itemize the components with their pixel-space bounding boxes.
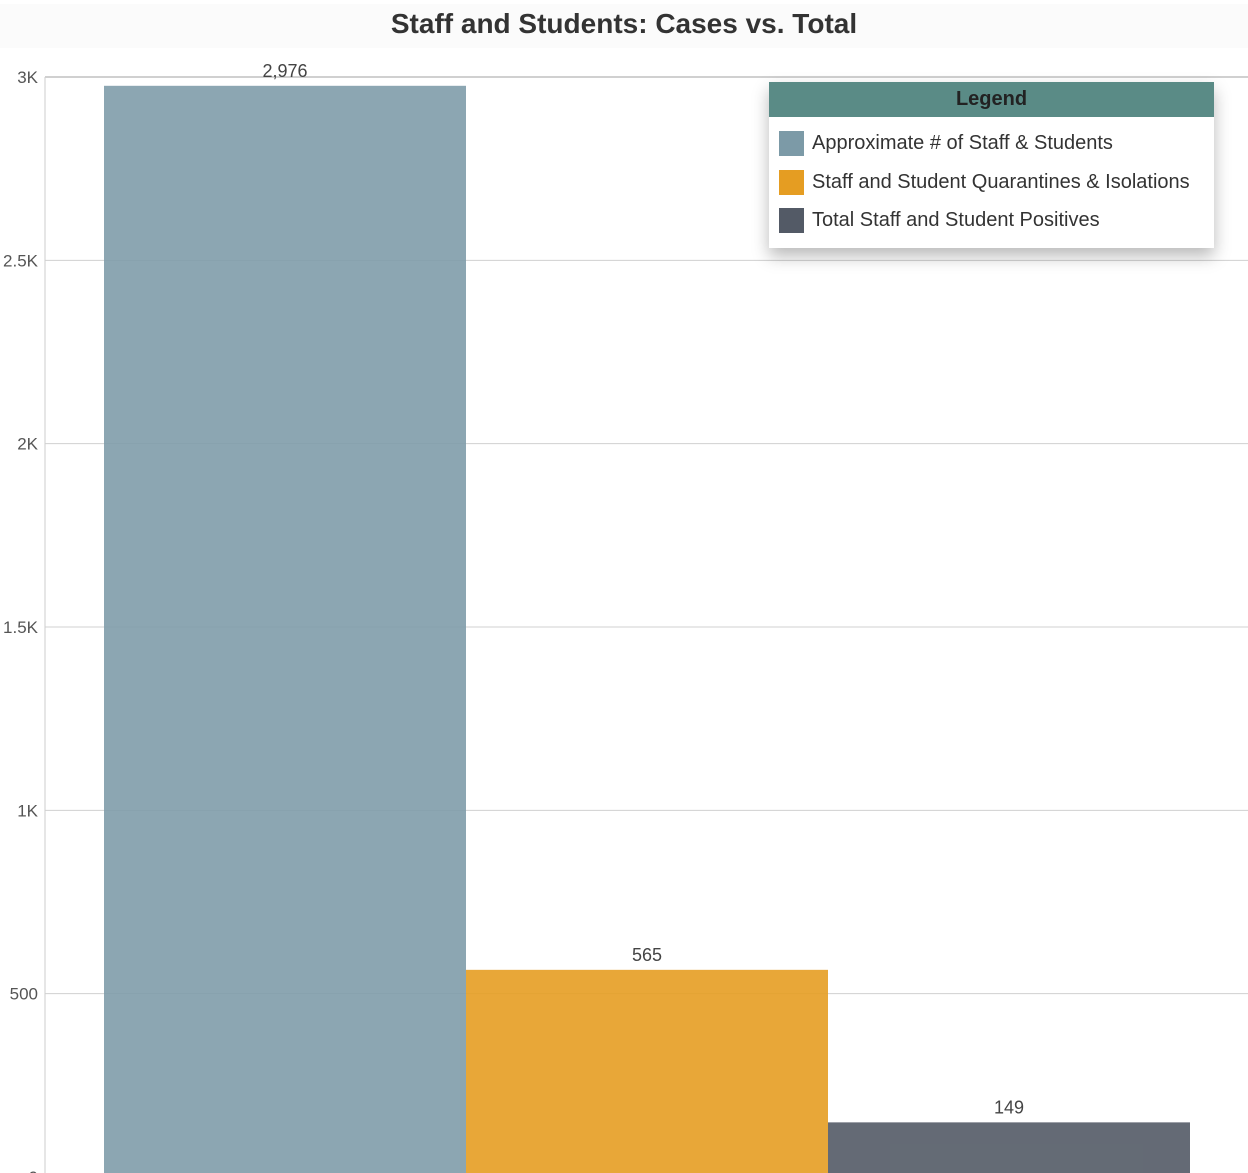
legend-title: Legend xyxy=(769,82,1214,117)
legend-label-quarantines: Staff and Student Quarantines & Isolatio… xyxy=(812,170,1190,193)
data-label: 2,976 xyxy=(262,61,307,81)
y-axis-ticks: 0 500 1K 1.5K 2K 2.5K 3K xyxy=(3,68,39,1173)
bar-2 xyxy=(828,1122,1190,1173)
chart-title: Staff and Students: Cases vs. Total xyxy=(390,8,858,39)
data-label: 565 xyxy=(632,945,662,965)
bar-1 xyxy=(466,969,828,1173)
legend-swatch-positives xyxy=(779,207,804,233)
y-tick-label: 0 xyxy=(29,1168,38,1173)
y-tick-label: 2.5K xyxy=(3,251,39,270)
data-label: 149 xyxy=(994,1097,1024,1117)
legend-swatch-quarantines xyxy=(779,169,804,195)
y-tick-label: 1.5K xyxy=(3,618,39,637)
data-labels: 2,976 565 149 xyxy=(262,61,1024,1118)
legend-item-quarantines[interactable]: Staff and Student Quarantines & Isolatio… xyxy=(779,169,1190,195)
legend: Legend Approximate # of Staff & Students… xyxy=(769,82,1214,248)
y-tick-label: 3K xyxy=(17,68,38,87)
legend-item-positives[interactable]: Total Staff and Student Positives xyxy=(779,207,1100,233)
y-tick-label: 500 xyxy=(10,985,38,1004)
y-tick-label: 1K xyxy=(17,801,38,820)
bars xyxy=(104,85,1190,1173)
legend-swatch-staff-students xyxy=(779,130,804,156)
legend-label-positives: Total Staff and Student Positives xyxy=(812,208,1100,231)
y-tick-label: 2K xyxy=(17,435,38,454)
legend-label-staff-students: Approximate # of Staff & Students xyxy=(812,131,1113,154)
title-bar xyxy=(0,4,1248,48)
bar-0 xyxy=(104,85,466,1173)
legend-item-staff-students[interactable]: Approximate # of Staff & Students xyxy=(779,130,1113,156)
